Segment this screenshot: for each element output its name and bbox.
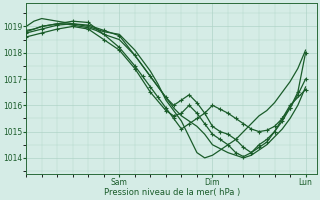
X-axis label: Pression niveau de la mer( hPa ): Pression niveau de la mer( hPa ) — [104, 188, 240, 197]
